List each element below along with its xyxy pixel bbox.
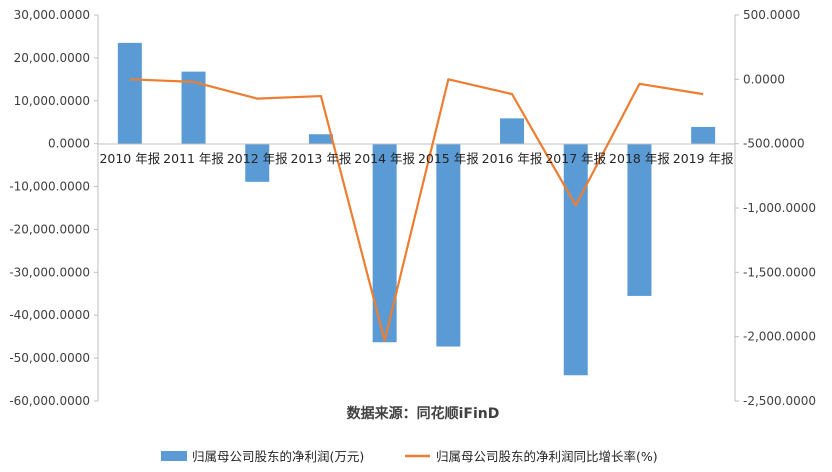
left-tick-label-2: 10,000.0000 [14,94,90,108]
left-tick-label-8: -50,000.0000 [9,351,90,365]
right-tick-label-5: -2,000.0000 [743,330,816,344]
category-label-0: 2010 年报 [99,151,160,166]
bar-2 [245,143,270,182]
axes-layer [94,14,739,402]
bar-8 [627,143,652,296]
category-label-4: 2014 年报 [354,151,415,166]
bar-7 [563,143,588,376]
growth-rate-line [129,78,704,342]
legend-swatch-net-profit [161,451,187,461]
bar-3 [308,134,333,144]
category-label-2: 2012 年报 [227,151,288,166]
line-layer [129,78,704,342]
bar-6 [500,118,525,144]
left-tick-label-7: -40,000.0000 [9,308,90,322]
right-tick-label-0: 500.0000 [743,8,800,22]
left-tick-label-4: -10,000.0000 [9,180,90,194]
right-tick-label-6: -2,500.0000 [743,394,816,408]
category-label-9: 2019 年报 [673,151,734,166]
category-label-6: 2016 年报 [482,151,543,166]
bar-0 [117,42,142,144]
category-label-7: 2017 年报 [545,151,606,166]
right-tick-label-3: -1,000.0000 [743,201,816,215]
legend-label-growth-rate: 归属母公司股东的净利润同比增长率(%) [436,449,658,464]
left-tick-label-3: 0.0000 [48,137,90,151]
right-tick-label-1: 0.0000 [743,72,785,86]
left-tick-label-5: -20,000.0000 [9,222,90,236]
bar-5 [436,143,461,347]
left-tick-label-9: -60,000.0000 [9,394,90,408]
category-label-5: 2015 年报 [418,151,479,166]
legend: 归属母公司股东的净利润(万元) 归属母公司股东的净利润同比增长率(%) [161,449,658,464]
category-label-1: 2011 年报 [163,151,224,166]
right-tick-label-2: -500.0000 [743,137,805,151]
category-label-8: 2018 年报 [609,151,670,166]
bar-9 [691,126,716,144]
labels-layer: 30,000.0000 20,000.0000 10,000.0000 0.0000 -… [9,8,816,408]
legend-label-net-profit: 归属母公司股东的净利润(万元) [192,449,364,464]
data-source-note: 数据来源：同花顺iFinD [347,405,500,422]
left-tick-label-6: -30,000.0000 [9,265,90,279]
left-tick-label-0: 30,000.0000 [14,8,90,22]
category-label-3: 2013 年报 [291,151,352,166]
right-tick-label-4: -1,500.0000 [743,265,816,279]
left-tick-label-1: 20,000.0000 [14,51,90,65]
